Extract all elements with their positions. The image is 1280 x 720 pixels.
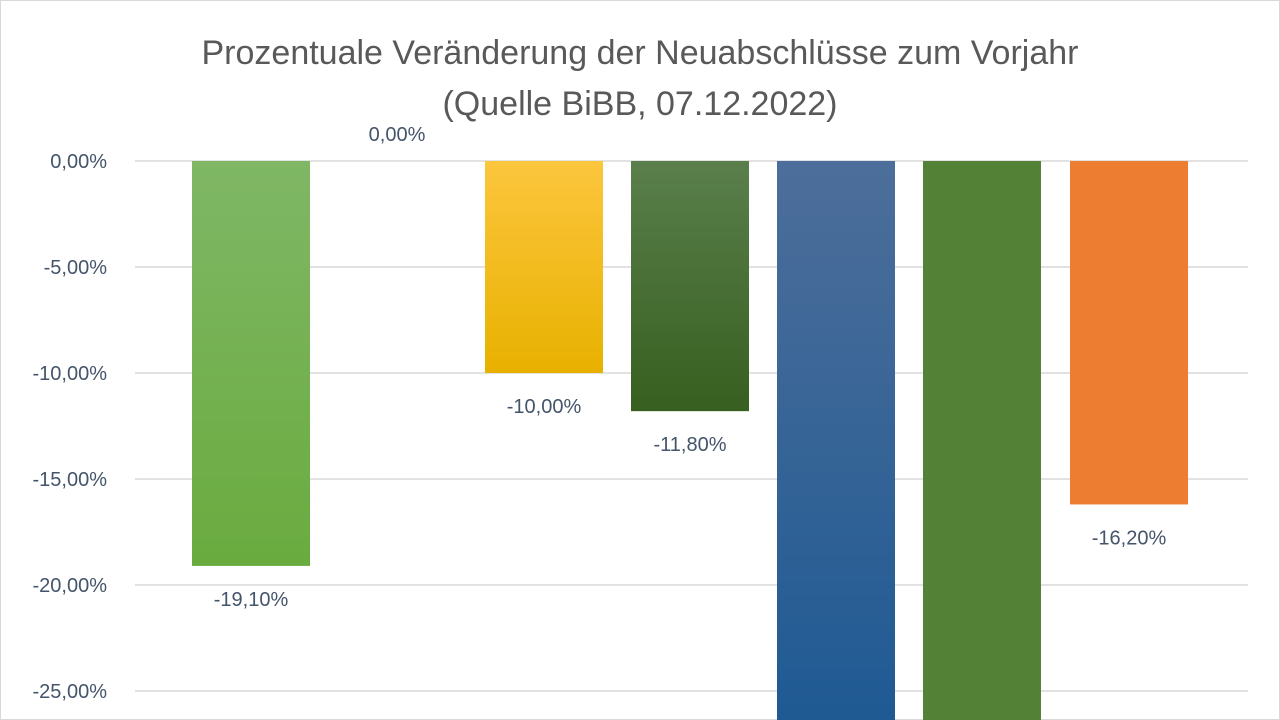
y-tick-label: -20,00%	[33, 575, 108, 597]
data-label: 0,00%	[369, 124, 426, 146]
bar	[1070, 161, 1188, 505]
data-label: -10,00%	[507, 396, 582, 418]
chart-subtitle: (Quelle BiBB, 07.12.2022)	[442, 85, 838, 123]
data-label: -16,20%	[1092, 527, 1167, 549]
data-labels: -19,10% 0,00% -10,00% -11,80% -16,20%	[214, 124, 1167, 611]
bars	[192, 161, 1188, 720]
bar	[777, 161, 895, 720]
data-label: -19,10%	[214, 589, 289, 611]
y-tick-label: -15,00%	[33, 469, 108, 491]
y-tick-label: -5,00%	[44, 257, 108, 279]
data-label: -11,80%	[653, 434, 726, 456]
bar	[192, 161, 310, 566]
y-tick-label: -25,00%	[33, 681, 108, 703]
bar	[923, 161, 1041, 720]
y-tick-label: 0,00%	[50, 151, 107, 173]
bar	[631, 161, 749, 412]
y-tick-label: -10,00%	[33, 363, 108, 385]
chart-title: Prozentuale Veränderung der Neuabschlüss…	[201, 34, 1079, 72]
bar	[485, 161, 603, 373]
y-axis-labels: 0,00% -5,00% -10,00% -15,00% -20,00% -25,00%	[33, 151, 108, 703]
